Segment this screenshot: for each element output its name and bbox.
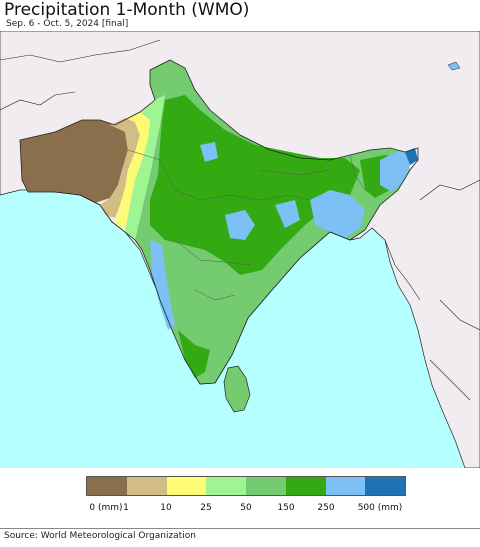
legend-swatch-50 (246, 477, 286, 495)
legend-swatch-1 (126, 477, 167, 495)
map-title: Precipitation 1-Month (WMO) (4, 0, 250, 20)
region-blue-westcoast (150, 240, 175, 330)
region-blue-pocket-2 (275, 200, 300, 228)
region-light-green (125, 95, 165, 240)
legend-swatch-150 (285, 477, 326, 495)
lake-symbol (447, 61, 461, 71)
region-blue-central (225, 210, 255, 240)
legend-swatch-25 (206, 477, 246, 495)
region-blue-bengal (310, 190, 365, 238)
region-blue-northeast (380, 150, 412, 192)
source-credit: Source: World Meteorological Organizatio… (4, 531, 196, 541)
outside-borders (0, 39, 480, 401)
region-dark-green-south (178, 330, 210, 378)
legend-swatch-500mm (365, 477, 405, 495)
legend-label-150: 150 (277, 503, 295, 513)
map-subtitle: Sep. 6 - Oct. 5, 2024 [final] (6, 19, 129, 29)
footer-divider (0, 528, 480, 547)
region-darkblue-northeast (405, 148, 418, 165)
precipitation-map (0, 31, 480, 468)
legend-color-bar (86, 476, 406, 496)
legend-label-50: 50 (240, 503, 252, 513)
region-pakistan-dry (20, 120, 128, 203)
legend-label-0mm: 0 (mm) (89, 503, 123, 513)
internal-borders (127, 149, 366, 301)
legend-label-250: 250 (317, 503, 335, 513)
sri-lanka (223, 365, 251, 413)
legend-swatch-0mm (87, 477, 127, 495)
region-dark-green-north (150, 95, 360, 275)
legend-label-1: 1 (123, 503, 129, 513)
legend-swatch-250 (325, 477, 366, 495)
legend-label-10: 10 (160, 503, 172, 513)
region-yellow (115, 112, 150, 230)
region-outline (19, 59, 419, 385)
region-blue-pocket-3 (200, 142, 218, 162)
region-tan (100, 118, 140, 218)
legend-swatch-10 (166, 477, 207, 495)
legend-label-500mm: 500 (mm) (357, 503, 403, 513)
legend-label-25: 25 (200, 503, 212, 513)
